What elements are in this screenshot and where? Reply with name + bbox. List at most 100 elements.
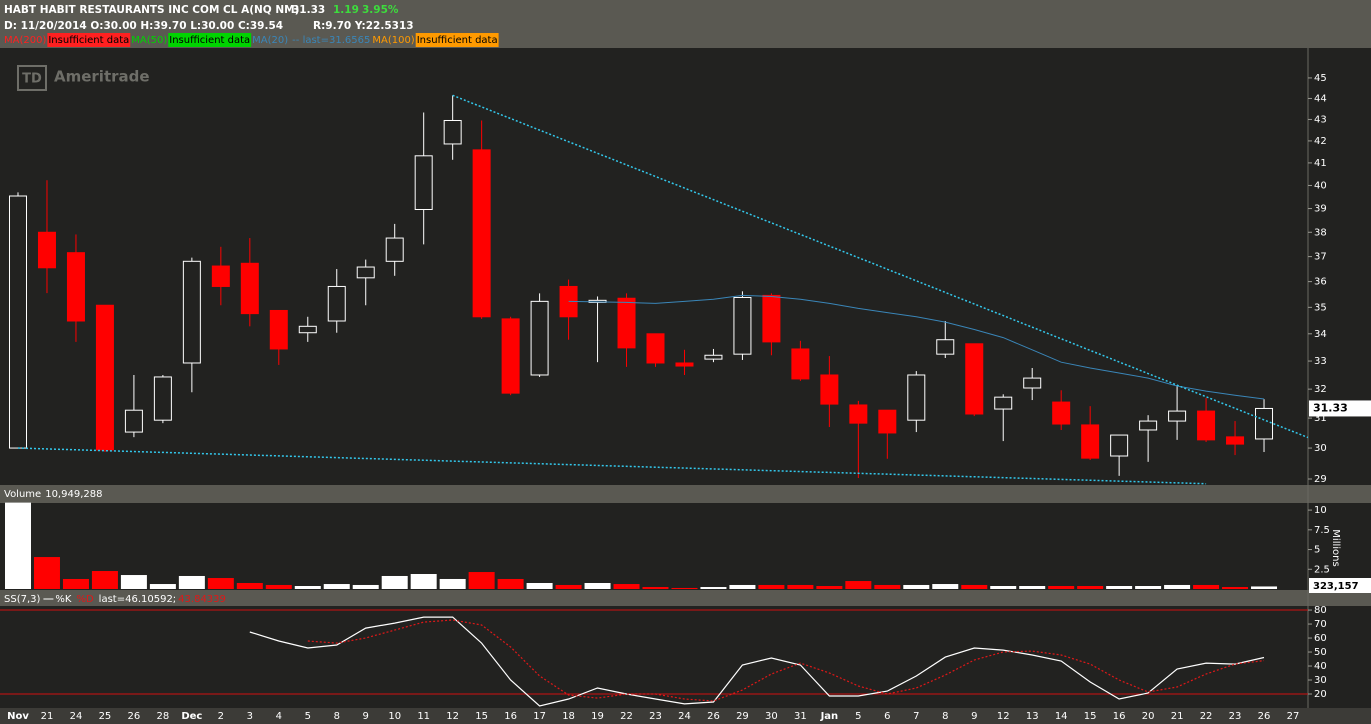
- volume-last-label: 323,157: [1313, 581, 1359, 592]
- x-tick-label: 26: [128, 711, 141, 722]
- legend-name: MA(50): [131, 35, 167, 46]
- y-tick-label: 7.5: [1314, 525, 1330, 536]
- candle-body: [762, 294, 781, 343]
- y-tick-label: 39: [1314, 204, 1327, 215]
- legend-note-box: [47, 33, 131, 47]
- candle-body: [443, 119, 462, 145]
- legend-note-box: [168, 33, 252, 47]
- x-tick-label: 29: [736, 711, 749, 722]
- y-tick-label: 70: [1314, 619, 1327, 630]
- separator: [0, 590, 1371, 606]
- stochastic-title: SS(7,3): [4, 594, 41, 605]
- x-tick-label: 9: [971, 711, 977, 722]
- y-tick-label: 2.5: [1314, 564, 1330, 575]
- last-price-label: 31.33: [1313, 401, 1348, 414]
- x-tick-label: 11: [417, 711, 430, 722]
- x-tick-label: 24: [70, 711, 83, 722]
- volume-bar: [729, 584, 756, 589]
- legend-note: -- last=31.6565: [292, 35, 370, 46]
- bar-info: D: 11/20/2014 O:30.00 H:39.70 L:30.00 C:…: [4, 20, 283, 32]
- candle-body: [385, 237, 404, 262]
- x-tick-label: Nov: [7, 711, 29, 722]
- y-tick-label: 50: [1314, 647, 1327, 658]
- x-tick-label: 26: [1258, 711, 1271, 722]
- candle-body: [211, 265, 230, 287]
- volume-bar: [236, 583, 263, 589]
- last-price: 31.33: [292, 4, 325, 16]
- legend-last: last=46.10592;: [99, 594, 177, 605]
- x-tick-label: 18: [562, 711, 575, 722]
- candle-body: [1139, 420, 1158, 431]
- legend-note-box: [415, 33, 499, 47]
- legend-name: MA(100): [372, 35, 414, 46]
- x-tick-label: 25: [99, 711, 112, 722]
- y-tick-label: 32: [1314, 384, 1327, 395]
- legend-name: MA(200): [4, 35, 46, 46]
- x-tick-label: 14: [1055, 711, 1068, 722]
- volume-bar: [526, 583, 553, 589]
- volume-bar: [468, 572, 495, 589]
- x-tick-label: 5: [305, 711, 311, 722]
- y-tick-label: 37: [1314, 252, 1327, 263]
- x-tick-label: 22: [1200, 711, 1213, 722]
- volume-bar: [1164, 584, 1191, 589]
- candle-body: [1255, 407, 1274, 440]
- x-tick-label: 21: [1171, 711, 1184, 722]
- candle-body: [530, 300, 549, 376]
- volume-bar: [33, 557, 60, 589]
- candle-body: [269, 309, 288, 350]
- volume-bar: [265, 584, 292, 589]
- volume-bar: [903, 584, 930, 589]
- x-tick-label: Dec: [181, 711, 202, 722]
- x-tick-label: 15: [1084, 711, 1097, 722]
- volume-bar: [1019, 586, 1046, 589]
- volume-title: Volume: [4, 489, 41, 500]
- volume-bar: [961, 584, 988, 589]
- volume-bar: [1135, 586, 1162, 589]
- volume-axis-label: Millions: [1330, 529, 1341, 566]
- candle-body: [1023, 377, 1042, 389]
- x-tick-label: 12: [997, 711, 1010, 722]
- x-tick-label: 30: [765, 711, 778, 722]
- legend-note: Insufficient data: [48, 35, 129, 46]
- y-tick-label: 44: [1314, 93, 1327, 104]
- y-tick-label: 41: [1314, 158, 1327, 169]
- volume-bar: [294, 586, 321, 589]
- x-tick-label: 2: [218, 711, 224, 722]
- candle-body: [617, 297, 636, 349]
- candle-body: [994, 396, 1013, 410]
- x-tick-label: 16: [1113, 711, 1126, 722]
- candle-body: [675, 362, 694, 367]
- volume-bar: [671, 587, 698, 589]
- candle-body: [1081, 424, 1100, 459]
- x-tick-label: Jan: [820, 711, 839, 722]
- candle-body: [1052, 401, 1071, 425]
- x-tick-label: 8: [334, 711, 340, 722]
- y-tick-label: 29: [1314, 474, 1327, 485]
- candle-body: [907, 374, 926, 421]
- x-tick-label: 23: [649, 711, 662, 722]
- volume-bar: [439, 578, 466, 589]
- candle-body: [327, 285, 346, 322]
- y-tick-label: 40: [1314, 180, 1327, 191]
- candle-body: [1197, 410, 1216, 441]
- volume-bar: [91, 571, 118, 589]
- y-tick-label: 42: [1314, 136, 1327, 147]
- x-tick-label: 20: [1142, 711, 1155, 722]
- volume-bar: [845, 581, 872, 589]
- legend-last: 43.84339: [178, 594, 226, 605]
- volume-bar: [874, 584, 901, 589]
- candle-body: [646, 333, 665, 364]
- y-tick-label: 40: [1314, 661, 1327, 672]
- volume-bar: [207, 578, 234, 589]
- volume-bar: [584, 583, 611, 589]
- candle-body: [501, 318, 520, 394]
- candle-body: [66, 252, 85, 322]
- volume-bar: [1222, 587, 1249, 589]
- candle-body: [356, 266, 375, 279]
- y-tick-label: 36: [1314, 277, 1327, 288]
- volume-bar: [787, 584, 814, 589]
- x-tick-label: 15: [475, 711, 488, 722]
